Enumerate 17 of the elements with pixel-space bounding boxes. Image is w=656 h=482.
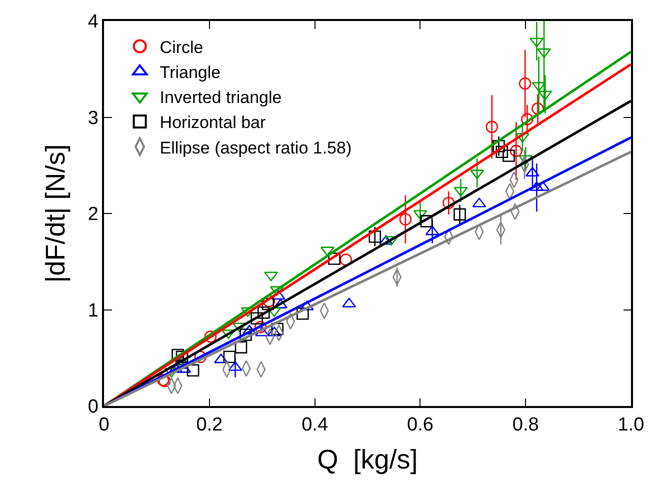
x-tick-label: 0.4 — [302, 414, 328, 436]
y-tick-label: 3 — [88, 108, 98, 129]
legend-label: Horizontal bar — [160, 113, 266, 132]
legend-label: Ellipse (aspect ratio 1.58) — [160, 138, 352, 158]
y-axis-title: |dF/dt| [N/s] — [40, 144, 70, 283]
x-axis-title: Q [kg/s] — [317, 444, 418, 474]
x-tick-label: 0.8 — [512, 414, 539, 436]
x-tick-label: 0.6 — [406, 414, 434, 436]
legend-label: Triangle — [160, 62, 221, 82]
legend-label: Circle — [160, 38, 204, 57]
x-tick-label: 1.0 — [618, 414, 644, 436]
y-tick-label: 2 — [88, 204, 98, 226]
y-tick-label: 4 — [88, 12, 99, 33]
x-tick-label: 0.2 — [196, 414, 223, 436]
legend-label: Inverted triangle — [160, 88, 282, 108]
y-tick-label: 0 — [88, 396, 98, 418]
y-tick-label: 1 — [88, 300, 98, 322]
